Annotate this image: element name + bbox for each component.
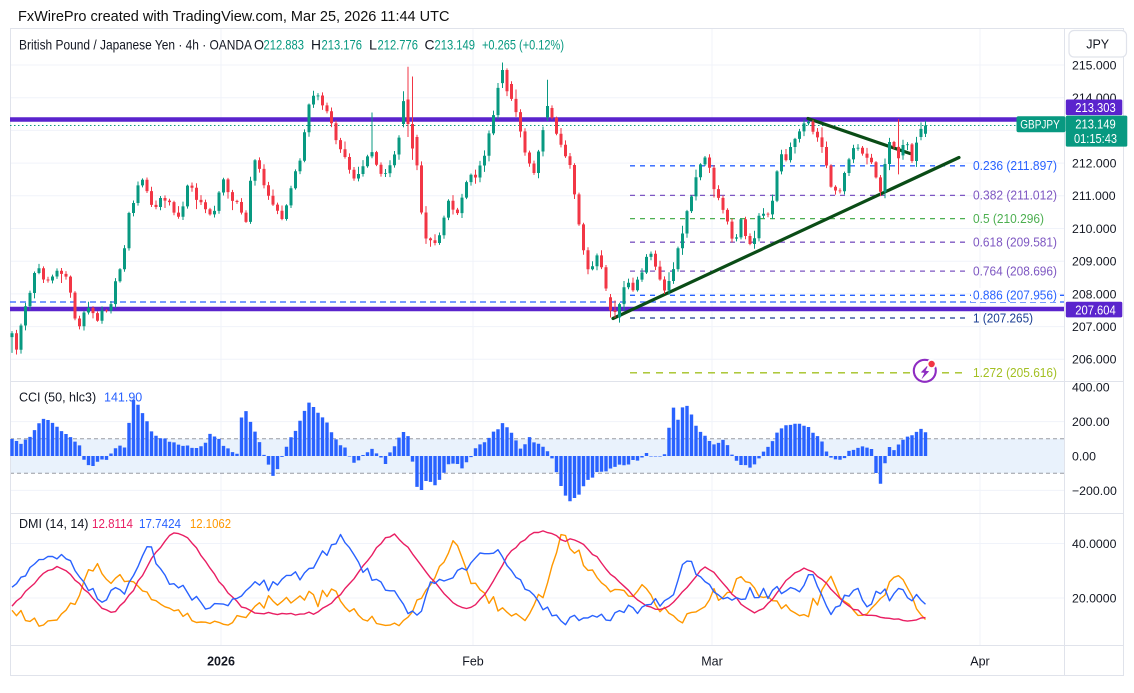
svg-text:Mar: Mar (701, 655, 723, 669)
svg-text:12.8114: 12.8114 (92, 517, 133, 531)
svg-text:FxWirePro created with Trading: FxWirePro created with TradingView.com, … (18, 9, 449, 25)
svg-text:213.149: 213.149 (435, 37, 476, 53)
svg-text:212.000: 212.000 (1072, 157, 1117, 171)
svg-text:0.886 (207.956): 0.886 (207.956) (973, 289, 1057, 303)
svg-text:H: H (311, 37, 321, 53)
svg-text:Apr: Apr (970, 655, 989, 669)
svg-text:206.000: 206.000 (1072, 353, 1117, 367)
svg-text:400.00: 400.00 (1072, 381, 1110, 395)
svg-text:British Pound / Japanese Yen ·: British Pound / Japanese Yen · 4h · OAND… (19, 37, 253, 53)
svg-text:207.000: 207.000 (1072, 320, 1117, 334)
svg-text:40.0000: 40.0000 (1072, 537, 1117, 551)
svg-text:141.90: 141.90 (104, 391, 142, 405)
svg-text:0.764 (208.696): 0.764 (208.696) (973, 264, 1057, 278)
svg-text:209.000: 209.000 (1072, 255, 1117, 269)
svg-text:JPY: JPY (1086, 37, 1110, 51)
svg-text:212.883: 212.883 (264, 37, 305, 53)
svg-text:01:15:43: 01:15:43 (1074, 132, 1117, 146)
svg-text:210.000: 210.000 (1072, 222, 1117, 236)
svg-text:213.149: 213.149 (1075, 118, 1116, 132)
svg-text:L: L (369, 37, 377, 53)
svg-text:17.7424: 17.7424 (139, 517, 181, 531)
svg-text:207.604: 207.604 (1075, 303, 1116, 317)
svg-text:1 (207.265): 1 (207.265) (973, 311, 1033, 325)
svg-text:200.00: 200.00 (1072, 415, 1110, 429)
svg-text:C: C (425, 37, 435, 53)
svg-text:0.382 (211.012): 0.382 (211.012) (973, 189, 1057, 203)
svg-text:208.000: 208.000 (1072, 287, 1117, 301)
svg-text:213.176: 213.176 (322, 37, 363, 53)
svg-text:DMI (14, 14): DMI (14, 14) (19, 517, 88, 531)
svg-text:12.1062: 12.1062 (190, 517, 231, 531)
svg-text:O: O (254, 37, 264, 53)
svg-text:Feb: Feb (462, 655, 484, 669)
svg-text:1.272 (205.616): 1.272 (205.616) (973, 366, 1057, 380)
svg-text:CCI (50, hlc3): CCI (50, hlc3) (19, 391, 96, 405)
svg-text:0.00: 0.00 (1072, 449, 1096, 463)
svg-text:20.0000: 20.0000 (1072, 591, 1117, 605)
svg-text:GBPJPY: GBPJPY (1020, 118, 1060, 132)
svg-text:2026: 2026 (207, 655, 235, 669)
svg-text:0.5 (210.296): 0.5 (210.296) (973, 212, 1044, 226)
svg-text:212.776: 212.776 (378, 37, 419, 53)
svg-text:+0.265 (+0.12%): +0.265 (+0.12%) (482, 37, 564, 53)
svg-text:215.000: 215.000 (1072, 58, 1117, 72)
svg-text:213.303: 213.303 (1075, 101, 1116, 115)
svg-text:0.236 (211.897): 0.236 (211.897) (973, 159, 1057, 173)
svg-text:211.000: 211.000 (1072, 189, 1116, 203)
svg-text:−200.00: −200.00 (1072, 484, 1117, 498)
svg-text:0.618 (209.581): 0.618 (209.581) (973, 236, 1057, 250)
